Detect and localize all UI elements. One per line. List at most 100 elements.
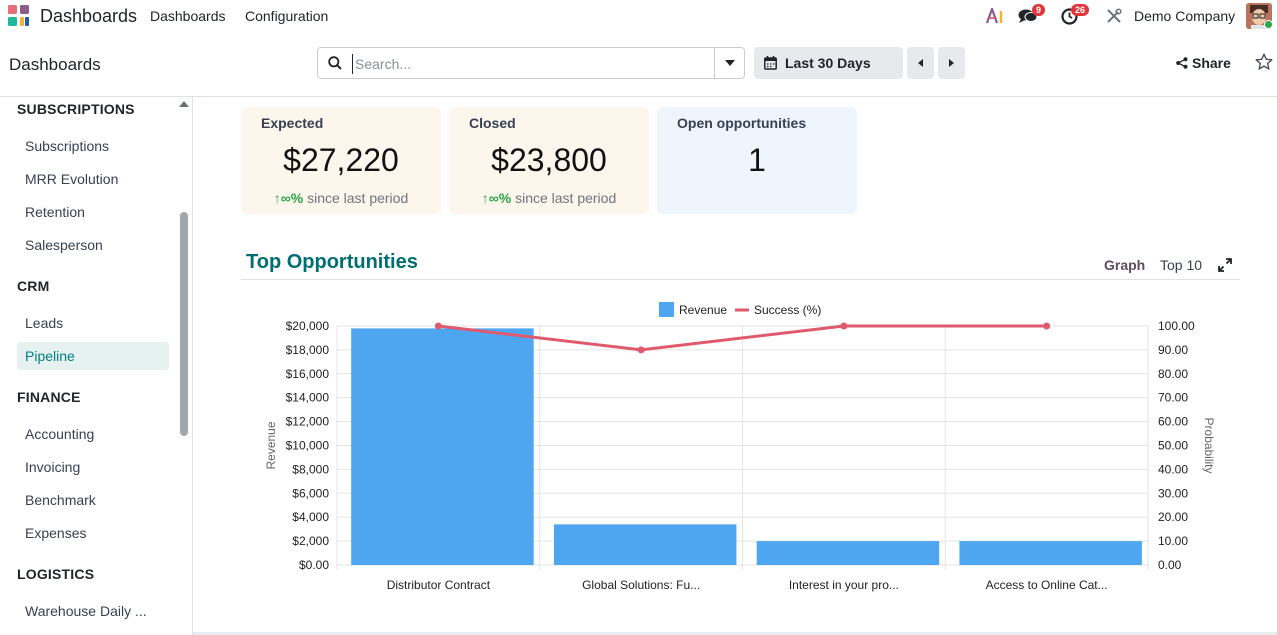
caret-left-icon: [918, 59, 923, 67]
top-navbar: Dashboards Dashboards Configuration 9 26…: [0, 0, 1277, 32]
y2-tick-label: 20.00: [1158, 510, 1188, 524]
y2-tick-label: 80.00: [1158, 367, 1188, 381]
trend-up-icon: ↑∞%: [481, 190, 512, 206]
sidebar-scrollbar[interactable]: [180, 212, 188, 436]
y2-tick-label: 60.00: [1158, 415, 1188, 429]
y-tick-label: $18,000: [286, 343, 330, 357]
dashboard-sidebar: SUBSCRIPTIONS Subscriptions MRR Evolutio…: [0, 97, 193, 635]
legend-revenue-label: Revenue: [679, 303, 727, 317]
kpi-card-open-opportunities[interactable]: Open opportunities 1: [657, 107, 857, 214]
y-tick-label: $12,000: [286, 415, 330, 429]
search-icon: [328, 56, 342, 70]
y2-axis-label: Probability: [1202, 417, 1216, 473]
y-tick-label: $0.00: [299, 558, 329, 572]
caret-right-icon: [949, 59, 954, 67]
tab-graph[interactable]: Graph: [1104, 257, 1146, 273]
app-brand[interactable]: Dashboards: [40, 6, 138, 26]
section-divider: [241, 279, 1240, 280]
y-tick-label: $4,000: [292, 510, 329, 524]
y2-tick-label: 10.00: [1158, 534, 1188, 548]
section-title: Top Opportunities: [246, 251, 418, 273]
sidebar-item-retention[interactable]: Retention: [25, 204, 85, 220]
revenue-bar: [756, 541, 940, 565]
period-label: Last 30 Days: [785, 55, 871, 71]
legend-success-label: Success (%): [754, 303, 821, 317]
kpi-value: 1: [748, 142, 766, 178]
share-button[interactable]: Share: [1176, 55, 1231, 71]
kpi-card-closed[interactable]: Closed $23,800 ↑∞% since last period: [449, 107, 649, 214]
sidebar-item-pipeline[interactable]: Pipeline: [17, 342, 169, 370]
search-options-toggle[interactable]: [714, 48, 744, 78]
y-tick-label: $10,000: [286, 439, 330, 453]
y-tick-label: $16,000: [286, 367, 330, 381]
kpi-title: Open opportunities: [677, 115, 807, 131]
kpi-trend: ↑∞% since last period: [449, 190, 649, 206]
kpi-value: $23,800: [491, 142, 607, 178]
kpi-card-expected[interactable]: Expected $27,220 ↑∞% since last period: [241, 107, 441, 214]
sidebar-item-invoicing[interactable]: Invoicing: [25, 459, 81, 475]
page-title: Dashboards: [9, 55, 101, 74]
x-tick-label: Interest in your pro...: [789, 578, 899, 592]
kpi-title: Closed: [469, 115, 516, 131]
success-point: [840, 322, 848, 330]
activity-clock-icon[interactable]: [1061, 8, 1078, 25]
chat-badge: 9: [1032, 4, 1046, 16]
success-point: [637, 346, 645, 354]
apps-menu-icon[interactable]: [8, 5, 30, 27]
x-tick-label: Access to Online Cat...: [986, 578, 1108, 592]
ai-icon[interactable]: [986, 8, 1006, 24]
kpi-trend-text: since last period: [303, 190, 409, 206]
sidebar-item-mrr-evolution[interactable]: MRR Evolution: [25, 171, 119, 187]
expand-icon[interactable]: [1218, 258, 1232, 272]
sidebar-item-accounting[interactable]: Accounting: [25, 426, 95, 442]
next-period-button[interactable]: [938, 47, 965, 79]
top-opportunities-chart: $0.00 0.00 $2,000 10.00 $4,000 20.00 $6,000 30.…: [264, 302, 1216, 592]
success-point: [434, 322, 442, 330]
sidebar-section-crm: CRM: [17, 278, 50, 294]
y-tick-label: $14,000: [286, 391, 330, 405]
y-tick-label: $8,000: [292, 462, 329, 476]
debug-tools-icon[interactable]: [1106, 8, 1122, 24]
search-box: [317, 47, 745, 79]
sidebar-item-warehouse-daily[interactable]: Warehouse Daily ...: [25, 603, 147, 619]
x-tick-label: Distributor Contract: [387, 578, 491, 592]
revenue-bar: [959, 541, 1142, 565]
x-tick-label: Global Solutions: Fu...: [582, 578, 700, 592]
y2-tick-label: 30.00: [1158, 486, 1188, 500]
menu-configuration[interactable]: Configuration: [245, 8, 329, 24]
tab-top-10[interactable]: Top 10: [1160, 257, 1203, 273]
sidebar-item-leads[interactable]: Leads: [25, 315, 64, 331]
sidebar-item-subscriptions[interactable]: Subscriptions: [25, 138, 110, 154]
success-point: [1043, 322, 1051, 330]
online-status-dot: [1264, 20, 1273, 29]
sidebar-item-expenses[interactable]: Expenses: [25, 525, 87, 541]
menu-dashboards[interactable]: Dashboards: [150, 8, 226, 24]
legend-revenue-swatch: [659, 302, 674, 317]
calendar-icon: [764, 56, 777, 70]
company-switcher[interactable]: Demo Company: [1134, 8, 1236, 24]
search-input[interactable]: [352, 54, 708, 74]
y2-tick-label: 40.00: [1158, 462, 1188, 476]
control-panel-divider: [0, 96, 1277, 97]
share-icon: [1176, 57, 1188, 69]
sidebar-item-salesperson[interactable]: Salesperson: [25, 237, 103, 253]
caret-down-icon: [724, 60, 735, 66]
activity-badge: 26: [1071, 4, 1090, 16]
sidebar-item-benchmark[interactable]: Benchmark: [25, 492, 96, 508]
revenue-bar: [351, 328, 534, 565]
kpi-title: Expected: [261, 115, 324, 131]
previous-period-button[interactable]: [907, 47, 934, 79]
y-axis-label: Revenue: [264, 421, 278, 469]
y2-tick-label: 70.00: [1158, 391, 1188, 405]
y-tick-label: $6,000: [292, 486, 329, 500]
y2-tick-label: 50.00: [1158, 439, 1188, 453]
period-selector-button[interactable]: Last 30 Days: [754, 47, 903, 79]
y-tick-label: $2,000: [292, 534, 329, 548]
sidebar-scroll-up-arrow[interactable]: [179, 101, 189, 107]
revenue-bar: [553, 524, 737, 565]
favorite-star-icon[interactable]: [1255, 53, 1273, 71]
y-tick-label: $20,000: [286, 319, 330, 333]
sidebar-section-logistics: LOGISTICS: [17, 566, 95, 582]
success-line: [438, 324, 1047, 352]
kpi-trend-text: since last period: [511, 190, 617, 206]
